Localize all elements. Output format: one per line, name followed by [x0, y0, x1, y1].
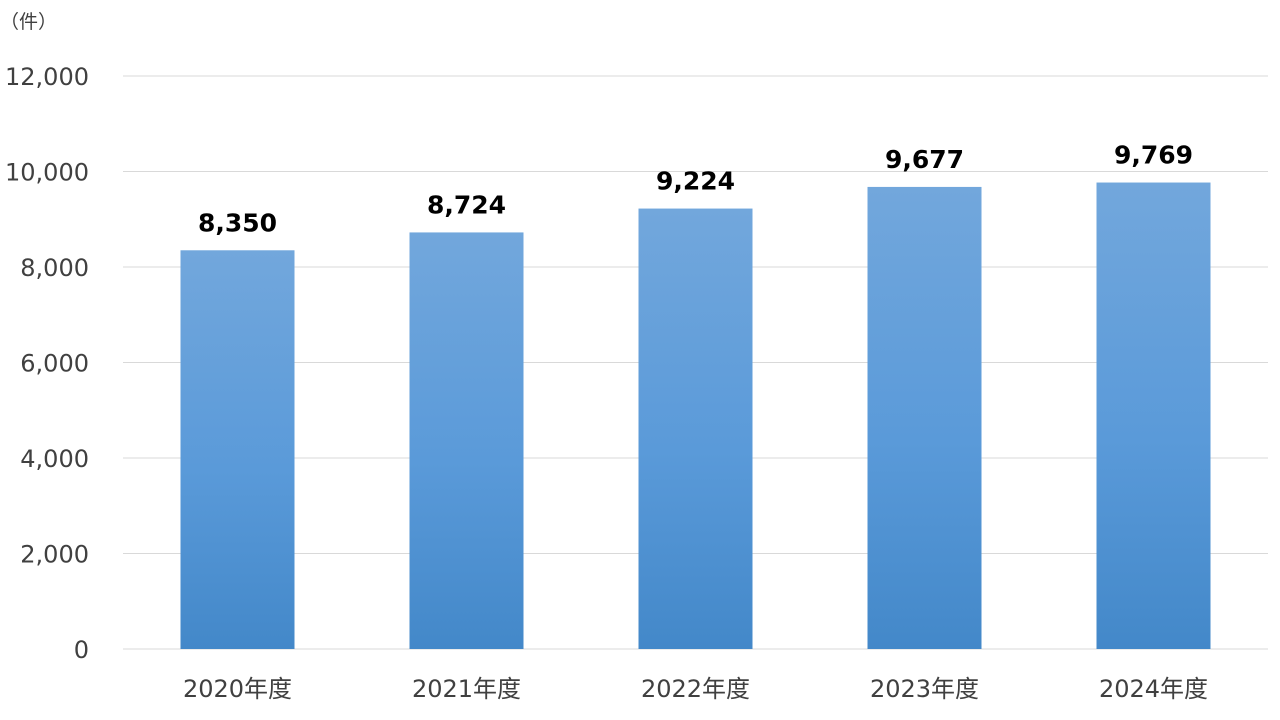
y-axis-tick-labels: 0 2,000 4,000 6,000 8,000 10,000 12,000 — [5, 63, 89, 664]
bar — [638, 208, 753, 649]
bars — [180, 182, 1211, 649]
x-axis-category-labels: 2020年度 2021年度 2022年度 2023年度 2024年度 — [183, 675, 1208, 703]
x-category-label: 2020年度 — [183, 675, 292, 703]
y-axis-unit-label: （件） — [0, 11, 57, 33]
data-label: 8,350 — [198, 208, 277, 237]
bar — [1096, 182, 1211, 649]
x-category-label: 2022年度 — [641, 675, 750, 703]
data-label: 9,769 — [1114, 141, 1193, 170]
data-label: 8,724 — [427, 190, 506, 219]
y-tick-label: 8,000 — [20, 254, 89, 282]
y-tick-label: 4,000 — [20, 445, 89, 473]
bar — [409, 232, 524, 649]
y-tick-label: 10,000 — [5, 159, 89, 187]
y-tick-label: 12,000 — [5, 63, 89, 91]
x-category-label: 2024年度 — [1099, 675, 1208, 703]
data-label: 9,224 — [656, 167, 735, 196]
x-category-label: 2023年度 — [870, 675, 979, 703]
bar — [867, 186, 982, 649]
y-tick-label: 0 — [74, 636, 89, 664]
data-labels: 8,350 8,724 9,224 9,677 9,769 — [198, 141, 1193, 238]
bar — [180, 250, 295, 649]
y-tick-label: 2,000 — [20, 541, 89, 569]
y-tick-label: 6,000 — [20, 350, 89, 378]
data-label: 9,677 — [885, 145, 964, 174]
x-category-label: 2021年度 — [412, 675, 521, 703]
